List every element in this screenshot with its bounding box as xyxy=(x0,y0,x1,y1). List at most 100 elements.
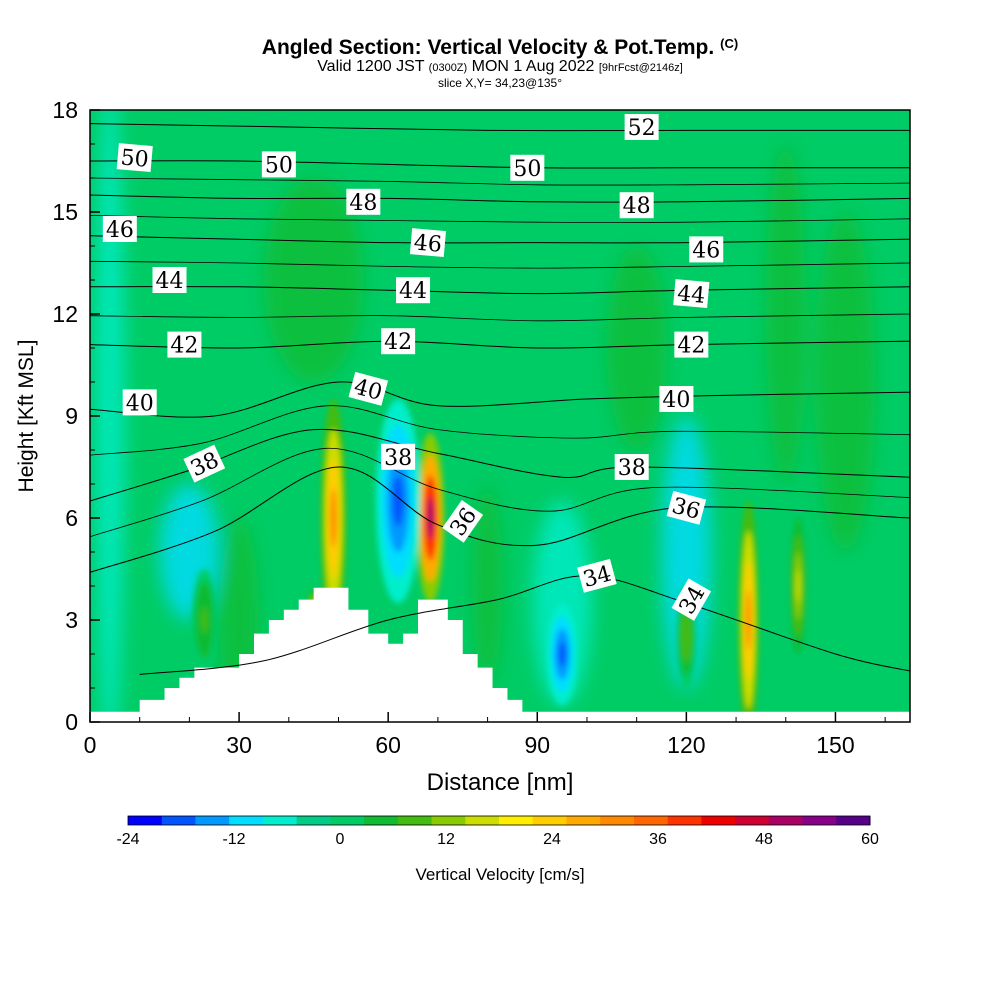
field-patch xyxy=(263,178,364,382)
contour-label-box xyxy=(152,267,187,293)
contour-label-box xyxy=(122,389,157,416)
contour-label: 46 xyxy=(102,216,137,243)
theta-contour-36 xyxy=(90,466,910,573)
contour-label: 44 xyxy=(396,277,431,304)
field-soft-patches xyxy=(94,110,876,722)
x-tick-label: 0 xyxy=(84,732,97,758)
x-axis-ticks: 0 30 60 90 120 150 xyxy=(84,712,886,758)
velocity-cell xyxy=(796,569,801,603)
velocity-cell xyxy=(330,488,337,548)
colorbar-swatch xyxy=(836,816,871,825)
velocity-cell xyxy=(683,624,689,650)
theta-contour-42 xyxy=(90,340,910,349)
colorbar-swatch xyxy=(735,816,770,825)
colorbar-swatch xyxy=(330,816,365,825)
contour-label-box xyxy=(614,454,649,480)
contour-label-box xyxy=(673,279,710,309)
colorbar-swatch xyxy=(262,816,298,825)
contour-label: 46 xyxy=(409,228,447,258)
velocity-cell xyxy=(392,475,404,527)
contour-label: 46 xyxy=(689,236,724,263)
colorbar-swatch xyxy=(397,816,433,825)
contour-label-box xyxy=(381,443,416,470)
colorbar-swatch xyxy=(667,816,702,825)
contour-label-text: 38 xyxy=(384,446,412,471)
contour-label: 34 xyxy=(671,578,712,621)
colorbar-tick-label: -12 xyxy=(222,831,245,848)
contour-label-text: 52 xyxy=(628,116,656,141)
colorbar-swatch xyxy=(431,816,466,825)
theta-contour-46 xyxy=(90,235,910,244)
colorbar-tick-label: 24 xyxy=(543,831,561,848)
contour-label-text: 46 xyxy=(413,230,443,257)
theta-contour-minor xyxy=(90,405,910,456)
y-tick-label: 6 xyxy=(65,505,78,531)
theta-contour-minor xyxy=(90,260,910,269)
contour-label-text: 40 xyxy=(126,391,154,416)
contour-label-box xyxy=(442,500,484,543)
contour-label: 38 xyxy=(614,454,649,481)
contour-label-text: 50 xyxy=(120,145,150,172)
colorbar-swatch xyxy=(532,816,567,825)
theta-contour-34 xyxy=(139,575,910,675)
colorbar-swatch xyxy=(296,816,331,825)
colorbar-swatch xyxy=(633,816,669,825)
contour-label-box xyxy=(348,371,389,406)
y-tick-label: 12 xyxy=(52,301,78,327)
x-axis-title: Distance [nm] xyxy=(427,769,574,796)
colorbar-swatch xyxy=(128,816,163,825)
colorbar-tick-label: 60 xyxy=(861,831,879,848)
theta-contour-minor xyxy=(90,177,910,186)
y-axis-ticks: 0 3 6 9 12 15 18 xyxy=(52,97,100,735)
theta-contour-minor xyxy=(90,313,910,322)
contour-label-text: 42 xyxy=(384,330,412,355)
colorbar: -24 -12 0 12 24 36 48 60 xyxy=(116,815,879,848)
y-tick-label: 9 xyxy=(65,403,78,429)
x-tick-label: 30 xyxy=(226,732,252,758)
y-tick-label: 15 xyxy=(52,199,78,225)
colorbar-swatch xyxy=(195,816,230,825)
contour-label-text: 48 xyxy=(349,191,377,216)
chart-title: Angled Section: Vertical Velocity & Pot.… xyxy=(261,36,739,59)
contour-label-box xyxy=(381,328,416,355)
theta-contour-40 xyxy=(90,381,910,418)
field-patch xyxy=(815,212,876,552)
contour-label: 50 xyxy=(510,154,545,182)
colorbar-swatch xyxy=(566,816,601,825)
colorbar-frame xyxy=(127,815,871,826)
field-patch xyxy=(606,246,667,450)
colorbar-label: Vertical Velocity [cm/s] xyxy=(415,865,584,884)
contour-label-text: 42 xyxy=(170,334,198,359)
contour-label-box xyxy=(689,236,724,263)
contour-label-text: 38 xyxy=(618,456,646,481)
colorbar-tick-label: 48 xyxy=(755,831,773,848)
contour-label-box xyxy=(674,331,709,358)
contour-label: 50 xyxy=(261,151,296,178)
colorbar-swatch xyxy=(229,816,264,825)
velocity-cell xyxy=(201,607,208,633)
velocity-field xyxy=(90,110,910,722)
colorbar-swatch xyxy=(465,816,500,825)
colorbar-swatch xyxy=(701,816,736,825)
x-tick-label: 90 xyxy=(524,732,550,758)
contour-label-text: 40 xyxy=(662,388,690,413)
velocity-cell xyxy=(558,641,566,667)
contour-label: 40 xyxy=(122,389,157,416)
contour-label-box xyxy=(116,143,153,173)
contour-label-text: 44 xyxy=(399,279,427,304)
terrain xyxy=(90,587,910,722)
contour-label-box xyxy=(396,277,431,304)
velocity-cell xyxy=(746,590,751,650)
contour-label-box xyxy=(102,216,137,242)
contour-label: 34 xyxy=(577,558,617,593)
contour-label-box xyxy=(577,558,617,593)
contour-label-box xyxy=(619,192,654,219)
y-tick-label: 18 xyxy=(52,97,78,123)
x-tick-label: 120 xyxy=(667,732,705,758)
contour-label-box xyxy=(261,151,296,178)
theta-contour-50 xyxy=(90,160,910,169)
theta-contour-minor xyxy=(90,215,910,223)
contour-label-box xyxy=(346,188,381,215)
